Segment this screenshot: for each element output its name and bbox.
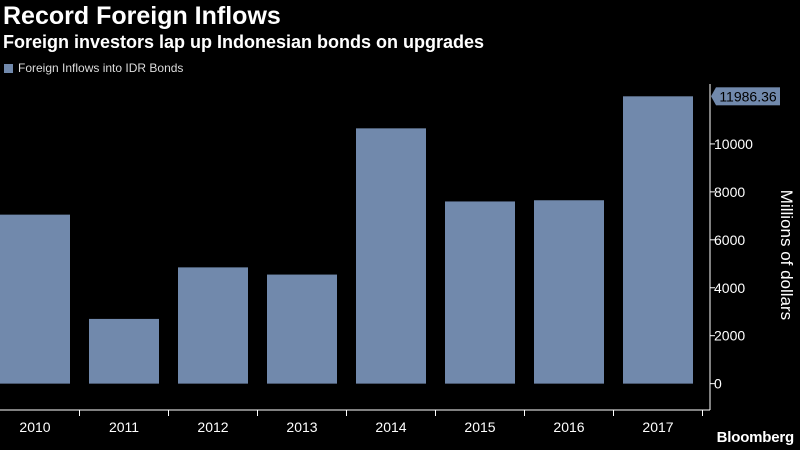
bar-2013 [267, 274, 337, 384]
x-tick-label: 2017 [642, 419, 673, 435]
y-tick-label: 6000 [714, 232, 745, 248]
x-tick-label: 2015 [464, 419, 495, 435]
x-tick-label: 2013 [286, 419, 317, 435]
callout-box [716, 87, 780, 106]
x-tick-label: 2016 [553, 419, 584, 435]
value-callout: 11986.36 [711, 87, 780, 106]
axes-group: 2010 2011 2012 2013 2014 2015 2016 2017 0 2000 400… [0, 84, 780, 435]
x-tick-label: 2011 [109, 419, 139, 435]
x-tick-label: 2014 [375, 419, 406, 435]
chart-subtitle: Foreign investors lap up Indonesian bond… [3, 32, 485, 52]
bar-2014 [356, 128, 426, 384]
legend-label: Foreign Inflows into IDR Bonds [18, 61, 184, 75]
x-tick-label: 2012 [197, 419, 228, 435]
bar-2012 [178, 267, 248, 384]
bar-2011 [89, 318, 159, 384]
bar-2017 [623, 96, 693, 384]
bloomberg-logo: Bloomberg [716, 429, 795, 446]
y-tick-label: 8000 [714, 184, 745, 200]
bar-2010 [0, 214, 70, 384]
callout-label: 11986.36 [719, 88, 777, 104]
callout-pointer [711, 87, 716, 106]
y-axis-label: Millions of dollars [777, 190, 796, 320]
y-tick-label: 10000 [714, 136, 753, 152]
bar-2016 [534, 200, 604, 384]
bar-2015 [445, 201, 515, 384]
legend-swatch [4, 63, 13, 73]
y-tick-label: 0 [714, 376, 722, 392]
y-tick-label: 2000 [714, 328, 745, 344]
bars-group [0, 96, 693, 384]
x-tick-label: 2010 [19, 419, 50, 435]
legend: Foreign Inflows into IDR Bonds [4, 61, 183, 75]
y-tick-label: 4000 [714, 280, 745, 296]
chart-title: Record Foreign Inflows [3, 2, 281, 30]
